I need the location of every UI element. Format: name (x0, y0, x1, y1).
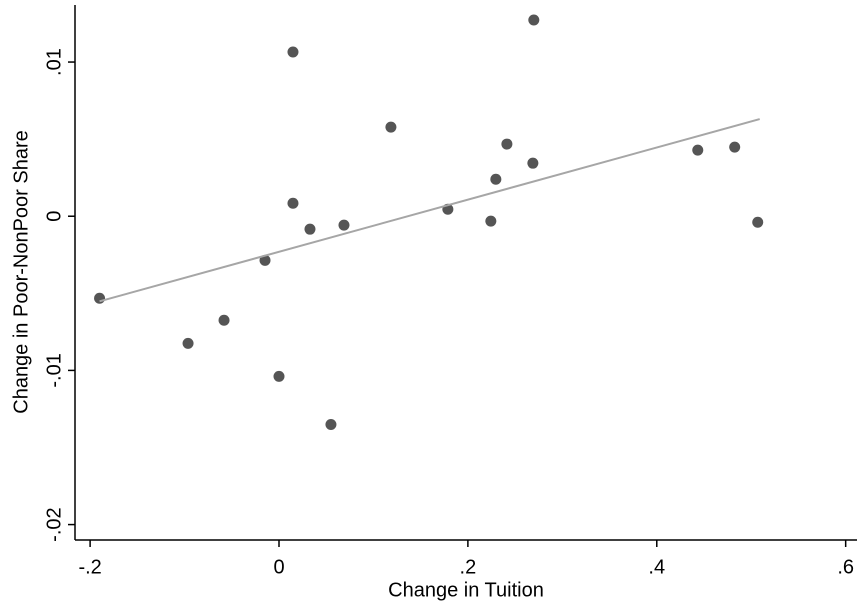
data-point (385, 121, 397, 133)
data-point (325, 419, 337, 431)
x-tick-label: 0 (273, 556, 284, 578)
y-axis-label: Change in Poor-NonPoor Share (10, 130, 32, 414)
y-tick-label: 0 (43, 211, 65, 222)
data-point (304, 223, 316, 235)
data-point (273, 370, 285, 382)
x-axis-label: Change in Tuition (388, 579, 544, 601)
data-point (528, 14, 540, 26)
data-point (287, 46, 299, 58)
data-point (527, 157, 539, 169)
y-tick-label: -.02 (43, 507, 65, 541)
data-point (259, 254, 271, 266)
data-point (338, 219, 350, 231)
data-point (490, 173, 502, 185)
data-point (485, 215, 497, 227)
data-point (182, 337, 194, 349)
data-point (287, 197, 299, 209)
x-tick-label: .2 (460, 556, 477, 578)
data-point (218, 314, 230, 326)
x-tick-label: -.2 (78, 556, 101, 578)
data-point (729, 141, 741, 153)
data-point (94, 292, 106, 304)
x-tick-label: .4 (648, 556, 665, 578)
fit-line (99, 118, 760, 303)
y-tick-label: -.01 (43, 353, 65, 387)
y-tick-label: .01 (43, 48, 65, 76)
data-point (692, 144, 704, 156)
data-point (752, 216, 764, 228)
x-tick-label: .6 (837, 556, 854, 578)
data-point (501, 138, 513, 150)
